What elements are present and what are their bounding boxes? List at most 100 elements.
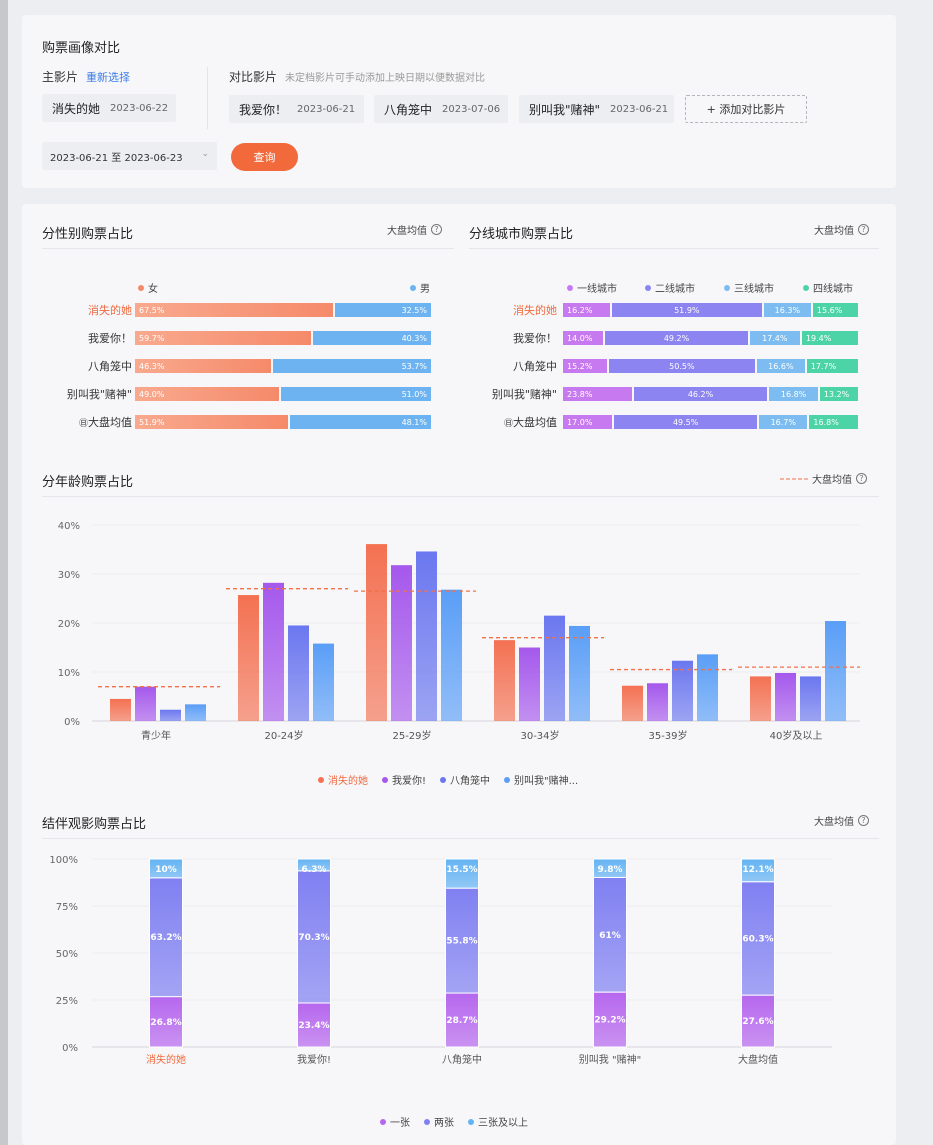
gender-stacked-bar[interactable]: 49.0% 51.0% (135, 387, 431, 401)
legend-item[interactable]: 一张 (380, 1114, 410, 1129)
age-bar[interactable] (238, 595, 259, 721)
city-stacked-bar[interactable]: 17.0% 49.5% 16.7% 16.8% (563, 415, 858, 429)
gender-stacked-bar[interactable]: 67.5% 32.5% (135, 303, 431, 317)
reselect-link[interactable]: 重新选择 (86, 71, 130, 84)
companion-bar-segment[interactable] (297, 1002, 331, 1048)
add-compare-movie-button[interactable]: + 添加对比影片 (685, 95, 807, 123)
date-range-picker[interactable]: 2023-06-21 至 2023-06-23 ⌄ (42, 142, 217, 170)
city-bar-segment[interactable]: 51.9% (611, 303, 762, 317)
city-bar-segment[interactable]: 15.2% (563, 359, 607, 373)
age-bar[interactable] (366, 544, 387, 721)
age-bar[interactable] (672, 660, 693, 721)
age-bar[interactable] (391, 565, 412, 721)
city-bar-segment[interactable]: 14.0% (563, 331, 604, 345)
age-bar[interactable] (441, 589, 462, 721)
gender-bar-segment[interactable]: 49.0% (135, 387, 280, 401)
city-bar-segment[interactable]: 17.4% (749, 331, 800, 345)
gender-average-toggle[interactable]: 大盘均值? (387, 222, 442, 237)
companion-bar-segment[interactable] (445, 992, 479, 1048)
age-average-legend[interactable]: 大盘均值? (780, 471, 867, 486)
gender-bar-segment[interactable]: 59.7% (135, 331, 311, 345)
gender-bar-segment[interactable]: 48.1% (289, 415, 431, 429)
city-stacked-bar[interactable]: 14.0% 49.2% 17.4% 19.4% (563, 331, 858, 345)
city-bar-segment[interactable]: 17.0% (563, 415, 613, 429)
companion-bar-segment[interactable] (445, 887, 479, 994)
main-movie-chip[interactable]: 消失的她 2023-06-22 (42, 94, 176, 122)
age-bar[interactable] (185, 704, 206, 721)
companion-bar-segment[interactable] (297, 858, 331, 872)
companion-bar-segment[interactable] (149, 877, 183, 998)
city-bar-segment[interactable]: 16.8% (769, 387, 818, 401)
city-bar-segment[interactable]: 17.7% (806, 359, 858, 373)
city-stacked-bar[interactable]: 16.2% 51.9% 16.3% 15.6% (563, 303, 858, 317)
city-bar-segment[interactable]: 49.5% (614, 415, 758, 429)
age-bar[interactable] (313, 643, 334, 721)
legend-item[interactable]: 消失的她 (318, 772, 368, 787)
legend-item[interactable]: 我爱你! (382, 772, 426, 787)
age-bar[interactable] (135, 686, 156, 721)
city-stacked-bar[interactable]: 23.8% 46.2% 16.8% 13.2% (563, 387, 858, 401)
age-bar[interactable] (622, 685, 643, 721)
age-bar[interactable] (519, 647, 540, 722)
city-bar-segment[interactable]: 16.2% (563, 303, 610, 317)
age-bar[interactable] (110, 698, 131, 721)
gender-stacked-bar[interactable]: 59.7% 40.3% (135, 331, 431, 345)
city-bar-segment[interactable]: 23.8% (563, 387, 632, 401)
age-bar[interactable] (825, 621, 846, 721)
city-row-label: 消失的她 (437, 302, 557, 318)
companion-bar-segment[interactable] (149, 996, 183, 1048)
gender-bar-segment[interactable]: 46.3% (135, 359, 272, 373)
city-bar-segment[interactable]: 50.5% (608, 359, 755, 373)
city-bar-segment[interactable]: 19.4% (801, 331, 858, 345)
companion-average-toggle[interactable]: 大盘均值? (814, 813, 869, 828)
companion-bar-segment[interactable] (741, 994, 775, 1048)
city-bar-segment[interactable]: 16.3% (763, 303, 811, 317)
companion-bar-segment[interactable] (149, 858, 183, 879)
age-bar[interactable] (494, 640, 515, 721)
legend-item[interactable]: 两张 (424, 1114, 454, 1129)
city-bar-segment[interactable]: 16.7% (759, 415, 808, 429)
age-bar[interactable] (775, 672, 796, 721)
compare-movie-chip[interactable]: 我爱你！ 2023-06-21 (229, 95, 364, 123)
gender-stacked-bar[interactable]: 46.3% 53.7% (135, 359, 431, 373)
city-bar-segment[interactable]: 16.6% (756, 359, 805, 373)
city-bar-segment[interactable]: 46.2% (633, 387, 768, 401)
age-bar[interactable] (750, 676, 771, 721)
city-bar-segment[interactable]: 15.6% (812, 303, 858, 317)
city-bar-segment[interactable]: 49.2% (605, 331, 748, 345)
gender-stacked-bar[interactable]: 51.9% 48.1% (135, 415, 431, 429)
gender-bar-segment[interactable]: 32.5% (335, 303, 431, 317)
gender-bar-segment[interactable]: 40.3% (312, 331, 431, 345)
legend-item[interactable]: 别叫我"赌神... (504, 772, 578, 787)
city-bar-segment[interactable]: 13.2% (819, 387, 858, 401)
companion-bar-segment[interactable] (741, 858, 775, 883)
age-bar[interactable] (697, 654, 718, 721)
companion-bar-segment[interactable] (593, 876, 627, 993)
city-average-toggle[interactable]: 大盘均值? (814, 222, 869, 237)
y-tick-label: 10% (58, 668, 80, 679)
companion-bar-segment[interactable] (741, 881, 775, 996)
legend-item[interactable]: 八角笼中 (440, 772, 490, 787)
query-button[interactable]: 查询 (231, 143, 298, 171)
companion-bar-segment[interactable] (297, 870, 331, 1004)
companion-bar-segment[interactable] (593, 991, 627, 1048)
companion-bar-segment[interactable] (593, 858, 627, 878)
city-bar-segment[interactable]: 16.8% (809, 415, 858, 429)
age-bar[interactable] (160, 709, 181, 721)
age-bar[interactable] (647, 683, 668, 721)
legend-item[interactable]: 三张及以上 (468, 1114, 528, 1129)
age-bar[interactable] (416, 551, 437, 721)
gender-bar-segment[interactable]: 53.7% (273, 359, 431, 373)
gender-bar-segment[interactable]: 67.5% (135, 303, 334, 317)
companion-bar-segment[interactable] (445, 858, 479, 889)
compare-movie-chip[interactable]: 八角笼中 2023-07-06 (374, 95, 508, 123)
gender-bar-segment[interactable]: 51.9% (135, 415, 288, 429)
gender-bar-segment[interactable]: 51.0% (281, 387, 431, 401)
age-bar[interactable] (569, 625, 590, 721)
age-bar[interactable] (288, 625, 309, 721)
compare-movie-chip[interactable]: 别叫我"赌神" 2023-06-21 (519, 95, 674, 123)
age-bar[interactable] (800, 676, 821, 721)
city-stacked-bar[interactable]: 15.2% 50.5% 16.6% 17.7% (563, 359, 858, 373)
age-bar[interactable] (263, 582, 284, 721)
age-bar[interactable] (544, 615, 565, 721)
